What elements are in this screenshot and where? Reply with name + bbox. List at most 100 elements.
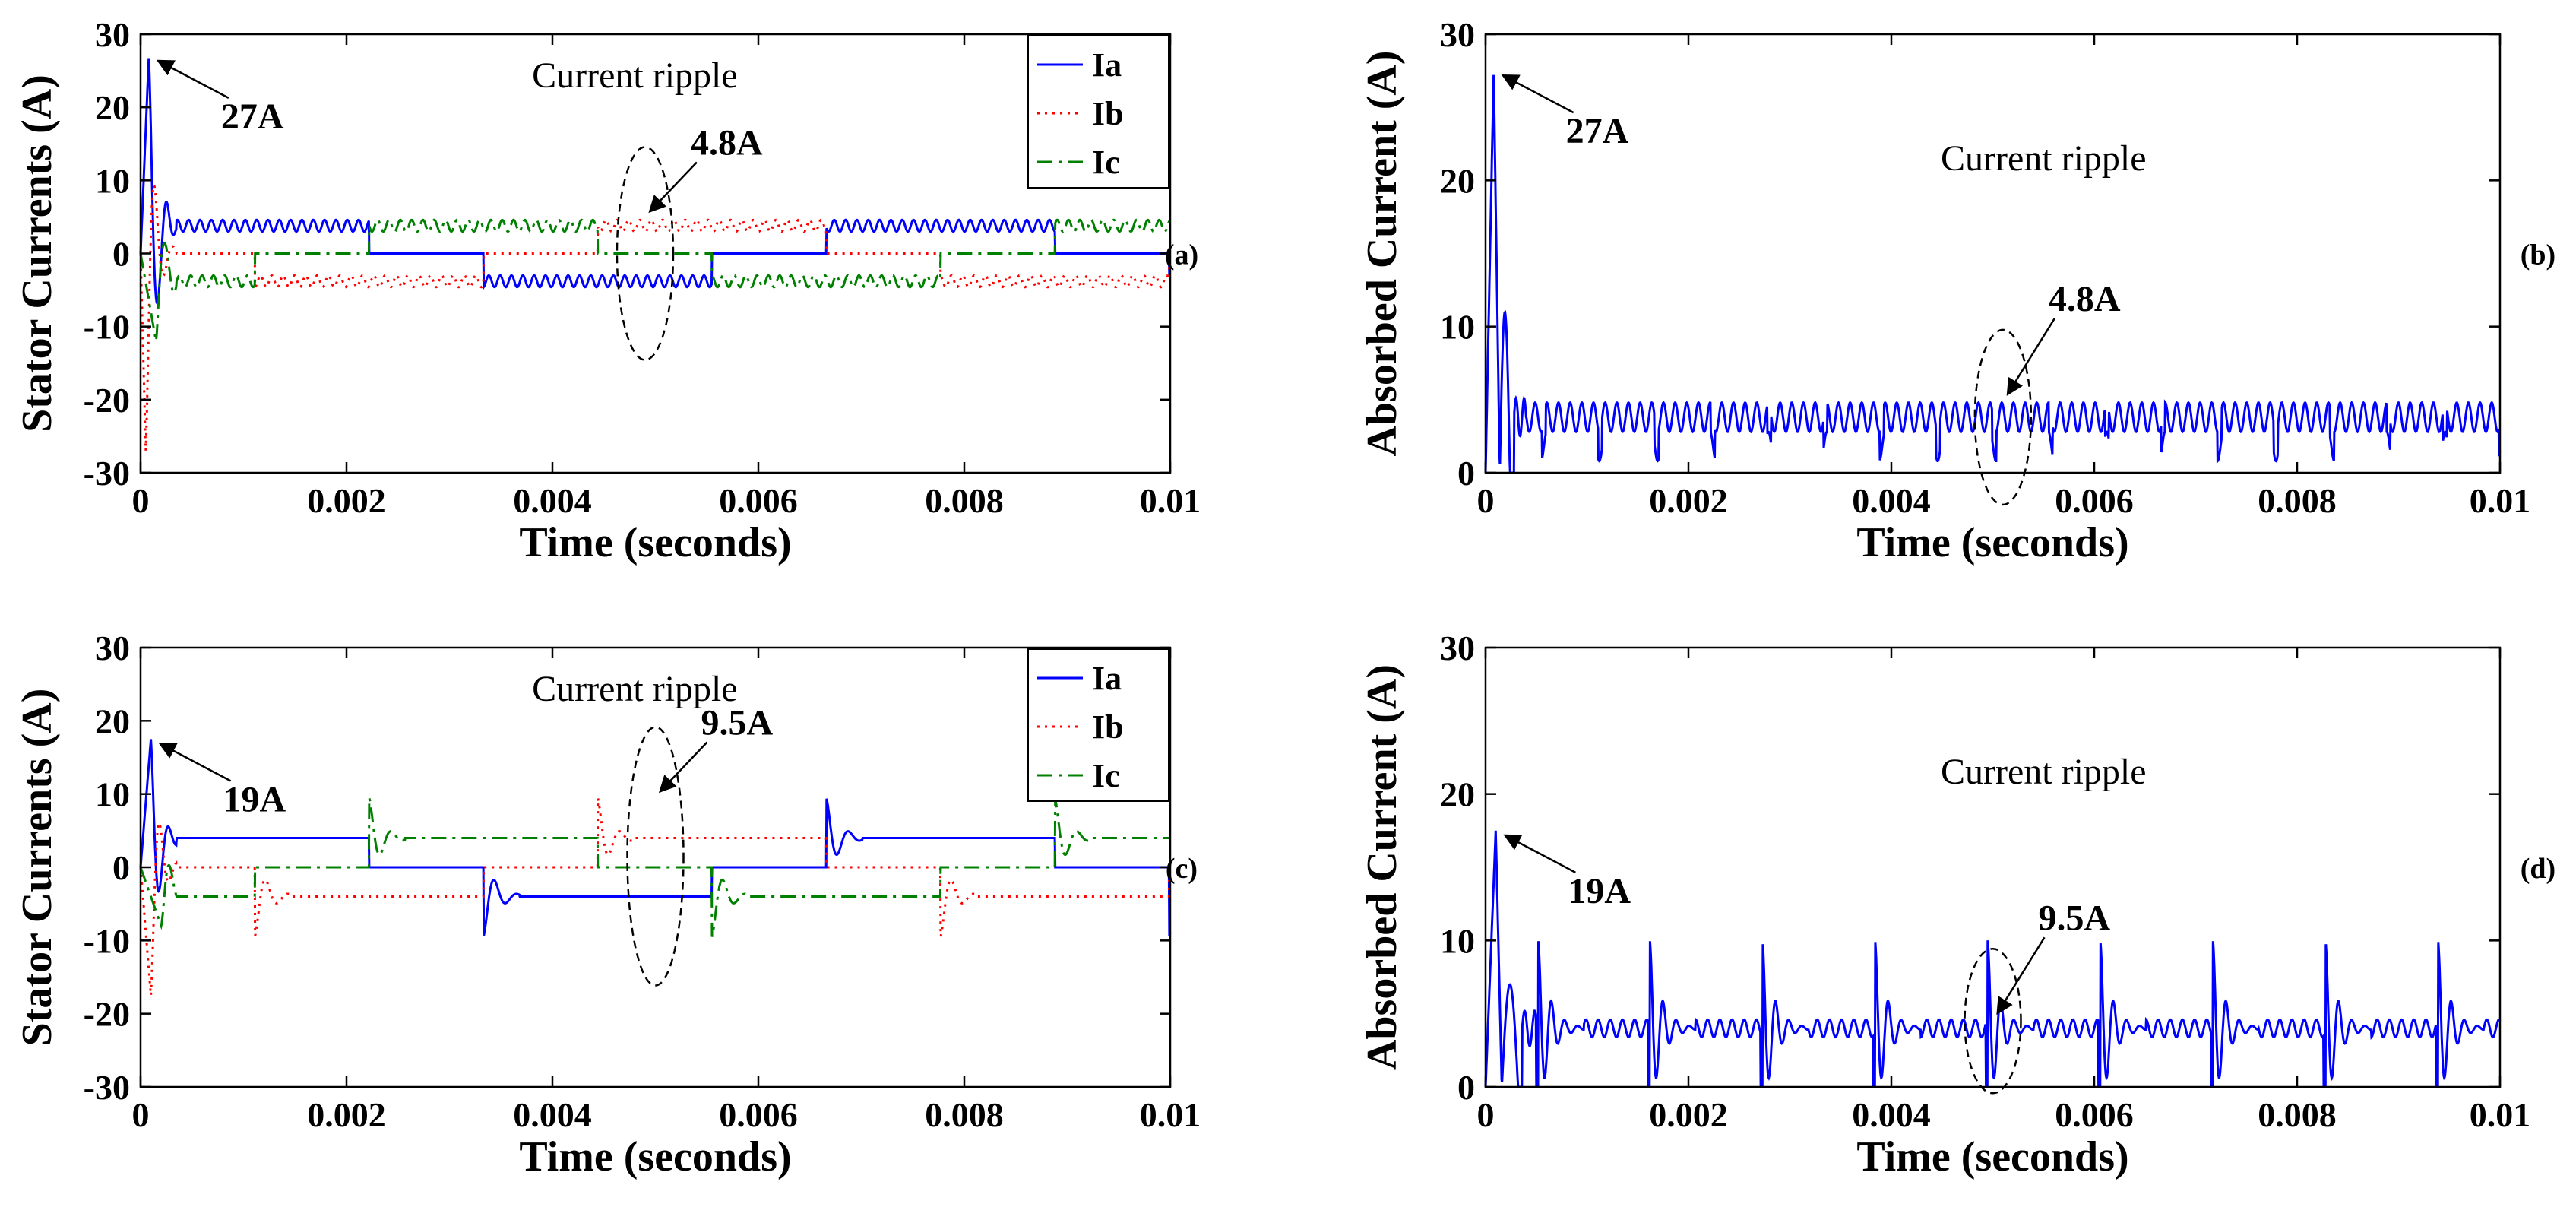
series-group <box>139 58 1172 451</box>
y-tick-label: 20 <box>95 702 130 740</box>
y-tick-label: -30 <box>84 454 130 493</box>
ripple-ellipse <box>1964 948 2022 1095</box>
x-tick-label: 0.002 <box>1649 481 1728 520</box>
ripple-title: Current ripple <box>532 669 738 709</box>
ripple-title: Current ripple <box>1941 752 2147 792</box>
x-tick-label: 0.006 <box>2055 481 2134 520</box>
x-tick-label: 0.008 <box>2258 481 2337 520</box>
y-tick-label: 10 <box>95 161 130 200</box>
ripple-arrow <box>1996 936 2046 1015</box>
peak-arrow <box>1503 834 1576 873</box>
ripple-label: 4.8A <box>2049 279 2121 319</box>
y-tick-label: 10 <box>1440 921 1475 960</box>
y-tick-label: 30 <box>95 629 130 667</box>
peak-arrow <box>156 59 229 99</box>
axes-frame <box>1484 33 2502 474</box>
ripple-label: 9.5A <box>701 703 774 743</box>
x-tick-label: 0.006 <box>2055 1095 2134 1134</box>
y-axis-label: Stator Currents (A) <box>14 74 61 432</box>
x-tick-label: 0.002 <box>1649 1095 1728 1134</box>
x-tick-label: 0.008 <box>925 1095 1004 1134</box>
y-tick-label: 20 <box>1440 161 1475 200</box>
series-line-ib <box>139 183 1171 451</box>
legend-label-ic: Ic <box>1092 757 1120 794</box>
y-tick-label: 10 <box>1440 308 1475 347</box>
x-tick-label: 0.004 <box>1852 481 1931 520</box>
y-tick-label: 20 <box>1440 775 1475 814</box>
y-tick-label: 0 <box>112 235 130 274</box>
x-axis-label: Time (seconds) <box>519 519 791 566</box>
y-tick-label: -10 <box>84 921 130 960</box>
series-line-ic <box>139 797 1170 937</box>
ripple-arrow <box>658 741 708 794</box>
ripple-label: 4.8A <box>691 123 763 163</box>
series-line-ic <box>139 218 1171 342</box>
y-tick-label: -20 <box>84 381 130 420</box>
panel-label: (c) <box>1166 853 1198 885</box>
legend-label-ib: Ib <box>1092 95 1124 132</box>
x-tick-label: 0 <box>132 481 150 520</box>
y-tick-label: 0 <box>1457 454 1475 493</box>
ripple-arrow <box>648 161 698 214</box>
legend-label-ib: Ib <box>1092 708 1124 746</box>
series-group <box>1484 830 2502 1088</box>
y-tick-label: 30 <box>1440 15 1475 54</box>
legend-label-ic: Ic <box>1092 144 1120 181</box>
x-tick-label: 0.004 <box>513 1095 592 1134</box>
y-tick-label: 0 <box>112 848 130 887</box>
y-tick-label: -20 <box>84 995 130 1034</box>
peak-label: 27A <box>221 97 284 137</box>
annotations: 27A Current ripple 4.8A <box>1501 74 2147 506</box>
x-tick-label: 0.006 <box>719 1095 798 1134</box>
axes-frame <box>1484 646 2502 1088</box>
ripple-ellipse <box>626 726 685 987</box>
y-tick-label: 30 <box>1440 629 1475 667</box>
x-tick-label: 0 <box>1477 481 1495 520</box>
x-tick-label: 0.002 <box>307 481 386 520</box>
chart-panel-b: 0 0.002 0.004 0.006 0.008 0.01 0 10 20 30 Time (se… <box>1359 15 2555 566</box>
y-axis-label: Absorbed Current (A) <box>1359 50 1406 456</box>
peak-arrow <box>158 743 232 782</box>
chart-panel-d: 0 0.002 0.004 0.006 0.008 0.01 0 10 20 30 Time (se… <box>1359 629 2555 1180</box>
y-tick-label: 30 <box>95 15 130 54</box>
x-tick-label: 0.01 <box>2470 1095 2531 1134</box>
panel-label: (a) <box>1165 239 1198 271</box>
chart-panel-c: 0 0.002 0.004 0.006 0.008 0.01 -30 -20 -10 0 10 20 3… <box>14 629 1201 1180</box>
y-tick-label: 0 <box>1457 1068 1475 1107</box>
legend: Ia Ib Ic <box>1027 648 1169 802</box>
y-tick-label: 20 <box>95 88 130 127</box>
peak-label: 19A <box>223 779 286 819</box>
x-tick-label: 0.008 <box>2258 1095 2337 1134</box>
peak-label: 19A <box>1568 871 1631 911</box>
ripple-title: Current ripple <box>1941 138 2147 179</box>
annotations: 19A Current ripple 9.5A <box>1503 752 2147 1095</box>
x-tick-label: 0 <box>132 1095 150 1134</box>
y-tick-label: 10 <box>95 775 130 814</box>
series-group <box>139 739 1172 996</box>
panel-label: (d) <box>2521 853 2555 885</box>
ripple-title: Current ripple <box>532 55 738 96</box>
x-tick-label: 0.01 <box>1140 481 1201 520</box>
x-axis-label: Time (seconds) <box>1856 519 2128 566</box>
ripple-ellipse <box>616 146 675 361</box>
y-axis-label: Stator Currents (A) <box>14 689 61 1047</box>
chart-panel-a: 0 0.002 0.004 0.006 0.008 0.01 -30 -20 -10 0 10 20 3… <box>14 15 1201 566</box>
ripple-label: 9.5A <box>2039 898 2111 938</box>
annotations: 27A Current ripple 4.8A <box>156 55 763 361</box>
x-axis-label: Time (seconds) <box>519 1133 791 1180</box>
peak-arrow <box>1501 74 1574 114</box>
x-tick-label: 0.01 <box>1140 1095 1201 1134</box>
peak-label: 27A <box>1566 111 1629 151</box>
legend-label-ia: Ia <box>1092 46 1122 84</box>
series-line-absorbed-current <box>1484 74 2502 474</box>
x-tick-label: 0 <box>1477 1095 1495 1134</box>
series-group <box>1484 74 2502 474</box>
y-tick-label: -30 <box>84 1068 130 1107</box>
x-tick-label: 0.01 <box>2470 481 2531 520</box>
y-axis-label: Absorbed Current (A) <box>1359 664 1406 1070</box>
series-line-absorbed-current <box>1484 830 2502 1088</box>
x-tick-label: 0.004 <box>513 481 592 520</box>
x-axis-label: Time (seconds) <box>1856 1133 2128 1180</box>
